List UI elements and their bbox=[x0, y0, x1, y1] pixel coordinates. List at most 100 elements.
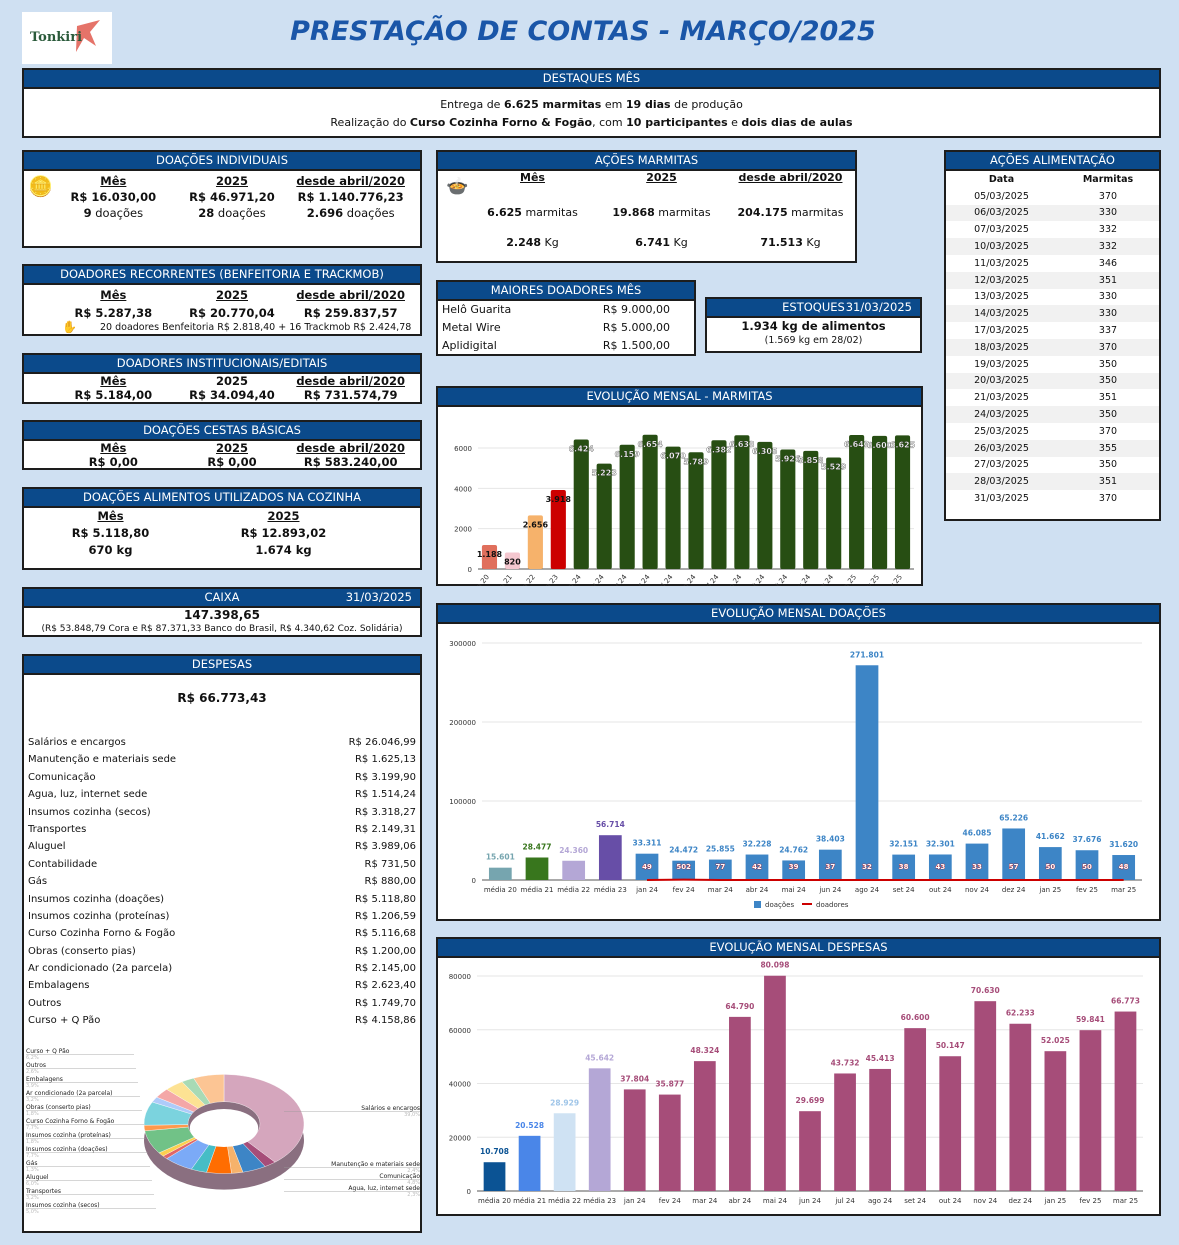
pie-pct: 1,3% bbox=[26, 1167, 39, 1173]
t: Entrega de bbox=[440, 98, 504, 111]
table-row: 27/03/2025 350 bbox=[946, 457, 1159, 474]
hand-icon: ✋ bbox=[62, 320, 77, 334]
x-tick-label: nov 24 bbox=[965, 886, 990, 894]
date-cell: 21/03/2025 bbox=[974, 392, 1029, 404]
t: ESTOQUES bbox=[782, 300, 845, 314]
data-label: 35.877 bbox=[655, 1080, 684, 1089]
x-tick-label: mar 24 bbox=[692, 1197, 718, 1205]
y-tick-label: 20000 bbox=[449, 1134, 471, 1142]
data-label: 56.714 bbox=[596, 820, 625, 829]
pie-label: Transportes bbox=[25, 1188, 61, 1195]
meals-chart-panel: EVOLUÇÃO MENSAL - MARMITAS 0 2000 4000 6000… bbox=[436, 386, 923, 604]
data-label: 5.529 bbox=[821, 462, 847, 471]
expenses-pie-chart: Curso + Q Pão6,2%Outros2,6%Embalagens3,9… bbox=[25, 1048, 420, 1215]
x-tick-label: média 21 bbox=[487, 573, 514, 586]
t: 6.625 marmitas bbox=[503, 98, 602, 111]
expense-value: R$ 3.318,27 bbox=[354, 806, 416, 818]
bar bbox=[573, 439, 589, 569]
expense-value: R$ 5.118,80 bbox=[354, 893, 416, 905]
data-label: 3.918 bbox=[546, 495, 572, 504]
x-tick-label: média 23 bbox=[583, 1197, 616, 1205]
y-tick-label: 100000 bbox=[449, 798, 476, 806]
x-tick-label: out 24 bbox=[939, 1197, 962, 1205]
x-tick-label: média 23 bbox=[594, 886, 627, 894]
expense-row: Gás R$ 880,00 bbox=[24, 873, 420, 890]
date-cell: 27/03/2025 bbox=[974, 459, 1029, 471]
logo: Tonkiri bbox=[22, 12, 112, 64]
x-tick-label: mar 25 bbox=[1111, 886, 1136, 894]
col-header: desde abril/2020 bbox=[296, 174, 405, 188]
data-label: 64.790 bbox=[725, 1002, 754, 1011]
data-label: 59.841 bbox=[1076, 1015, 1105, 1024]
donations-chart-panel: EVOLUÇÃO MENSAL DOAÇÕES 0 100000 200000 300… bbox=[436, 603, 1161, 921]
panel-title: DOADORES INSTITUCIONAIS/EDITAIS bbox=[24, 355, 420, 374]
bar bbox=[764, 975, 786, 1191]
data-label: 50.147 bbox=[936, 1041, 965, 1050]
meals-cell: 332 bbox=[1098, 241, 1118, 253]
x-tick-label: set 24 bbox=[904, 1197, 926, 1205]
meals-kg: 6.741 Kg bbox=[597, 236, 726, 249]
meals-cell: 330 bbox=[1098, 308, 1118, 320]
bar bbox=[550, 489, 566, 569]
col-header: Mês bbox=[100, 174, 127, 188]
date-cell: 05/03/2025 bbox=[974, 190, 1029, 202]
table-row: 25/03/2025 370 bbox=[946, 423, 1159, 440]
chart-title: EVOLUÇÃO MENSAL DOAÇÕES bbox=[438, 605, 1159, 624]
donor-value: R$ 5.000,00 bbox=[602, 321, 670, 334]
expenses-list: Salários e encargos R$ 26.046,99 Manutençã… bbox=[24, 734, 420, 1030]
value: R$ 5.118,80 bbox=[71, 526, 150, 540]
n: 9 bbox=[83, 206, 92, 220]
date-cell: 25/03/2025 bbox=[974, 425, 1029, 437]
donor-value: R$ 9.000,00 bbox=[602, 303, 670, 316]
bar bbox=[562, 860, 586, 880]
col-header: 2025 bbox=[646, 171, 677, 184]
expense-label: Comunicação bbox=[28, 771, 96, 783]
expense-value: R$ 26.046,99 bbox=[348, 737, 416, 748]
x-tick-label: jan 24 bbox=[635, 886, 658, 894]
n: 19.868 bbox=[612, 206, 655, 219]
meals-cell: 351 bbox=[1098, 392, 1118, 404]
value: R$ 16.030,00 bbox=[70, 190, 157, 204]
bar bbox=[974, 1001, 997, 1191]
table-row: 12/03/2025 351 bbox=[946, 271, 1159, 289]
pie-slice bbox=[223, 1074, 305, 1163]
bar bbox=[855, 665, 879, 880]
u: Kg bbox=[673, 236, 688, 249]
kg: 1.674 kg bbox=[255, 543, 312, 557]
recurring-donors-panel: DOADORES RECORRENTES (BENFEITORIA E TRAC… bbox=[22, 264, 422, 336]
value: R$ 0,00 bbox=[88, 455, 138, 469]
expense-row: Ar condicionado (2a parcela) R$ 2.145,00 bbox=[24, 960, 420, 977]
pie-pct: 39,0% bbox=[404, 1112, 420, 1118]
x-tick-label: jul 24 bbox=[701, 573, 721, 586]
bar bbox=[688, 452, 704, 569]
u: doações bbox=[95, 206, 144, 220]
coins-icon: 🪙 bbox=[28, 174, 53, 198]
meals-cell: 351 bbox=[1098, 476, 1118, 488]
x-tick-label: abr 24 bbox=[746, 886, 769, 894]
bar bbox=[658, 1094, 681, 1191]
meals-cell: 350 bbox=[1098, 375, 1118, 387]
data-label: 37.804 bbox=[620, 1074, 649, 1083]
expense-label: Obras (conserto pias) bbox=[28, 945, 136, 957]
x-tick-label: dez 24 bbox=[1009, 1197, 1033, 1205]
expense-row: Manutenção e materiais sede R$ 1.625,13 bbox=[24, 751, 420, 768]
panel-title: MAIORES DOADORES MÊS bbox=[438, 282, 694, 301]
bar bbox=[894, 435, 911, 569]
table-row: 13/03/2025 330 bbox=[946, 289, 1159, 306]
value: R$ 5.184,00 bbox=[74, 388, 153, 402]
top-donor-row: Metal Wire R$ 5.000,00 bbox=[438, 319, 694, 337]
x-tick-label: mar 24 bbox=[606, 573, 629, 586]
data-label: 5.926 bbox=[775, 454, 801, 463]
bar bbox=[672, 860, 696, 880]
pie-label: Insumos cozinha (doações) bbox=[26, 1146, 108, 1153]
data-label: 41.662 bbox=[1036, 832, 1065, 841]
bar bbox=[965, 843, 989, 880]
x-tick-label: mar 24 bbox=[708, 886, 734, 894]
y-tick-label: 0 bbox=[468, 566, 472, 574]
date-cell: 28/03/2025 bbox=[974, 476, 1029, 488]
expense-row: Salários e encargos R$ 26.046,99 bbox=[24, 734, 420, 751]
x-tick-label: mai 24 bbox=[653, 573, 675, 586]
data-label: 32.228 bbox=[743, 840, 772, 849]
bar bbox=[849, 435, 865, 569]
expenses-panel: DESPESAS R$ 66.773,43 Salários e encargo… bbox=[22, 654, 422, 1233]
